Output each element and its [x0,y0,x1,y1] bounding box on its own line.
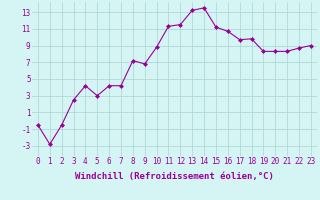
X-axis label: Windchill (Refroidissement éolien,°C): Windchill (Refroidissement éolien,°C) [75,172,274,181]
